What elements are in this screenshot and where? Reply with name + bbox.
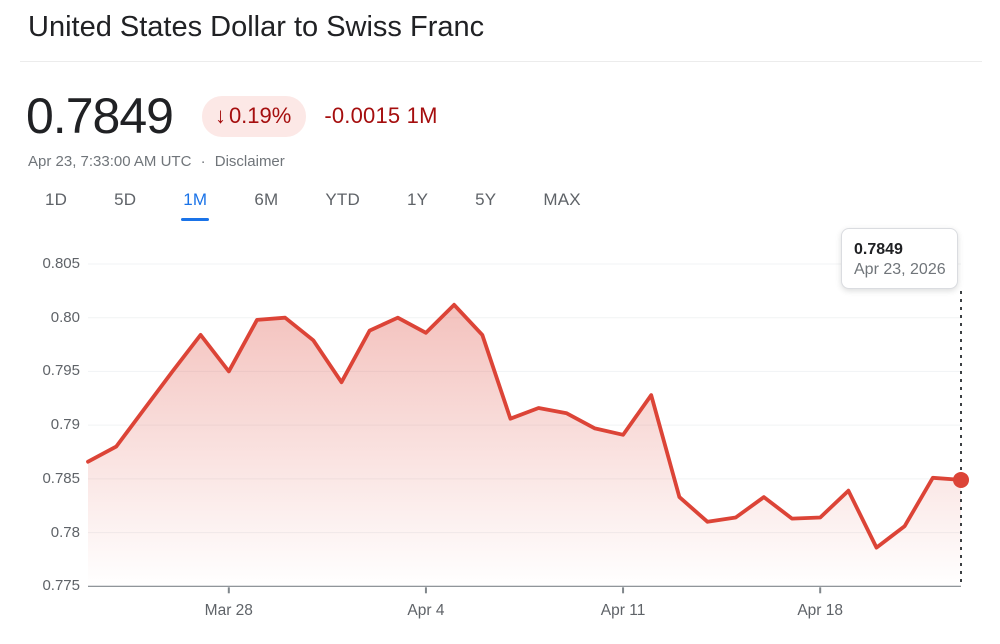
area-fill: [88, 304, 961, 587]
tab-1d[interactable]: 1D: [45, 190, 67, 221]
range-tabs: 1D 5D 1M 6M YTD 1Y 5Y MAX: [45, 190, 581, 221]
arrow-down-icon: ↓: [214, 102, 226, 128]
header-divider: [20, 61, 982, 62]
y-axis-label: 0.80: [50, 308, 80, 326]
tab-max[interactable]: MAX: [543, 190, 580, 221]
quote-summary: 0.7849 ↓ 0.19% -0.0015 1M: [26, 88, 438, 144]
change-value: -0.0015 1M: [324, 103, 437, 129]
change-percent: 0.19%: [228, 102, 292, 128]
x-axis-label: Mar 28: [204, 602, 253, 620]
page-title: United States Dollar to Swiss Franc: [28, 11, 485, 43]
tooltip-date: Apr 23, 2026: [854, 261, 946, 278]
tab-5d[interactable]: 5D: [114, 190, 136, 221]
dot-separator: ·: [200, 153, 206, 170]
timestamp-text: Apr 23, 7:33:00 AM UTC: [28, 153, 192, 170]
tab-5y[interactable]: 5Y: [475, 190, 496, 221]
y-axis-label: 0.78: [50, 523, 80, 541]
tooltip-price: 0.7849: [854, 241, 903, 258]
x-axis-label: Apr 4: [407, 602, 445, 620]
price-chart[interactable]: 0.805 0.80 0.795 0.79 0.785 0.78 0.775 Mar 28 Ap…: [0, 230, 1000, 644]
price-line: [86, 302, 963, 550]
y-axis-label: 0.775: [42, 577, 80, 595]
tab-6m[interactable]: 6M: [254, 190, 278, 221]
chart-tooltip: 0.7849 Apr 23, 2026: [841, 228, 958, 289]
current-price: 0.7849: [26, 88, 174, 144]
change-percent-badge: ↓ 0.19%: [201, 95, 307, 137]
disclaimer-link[interactable]: Disclaimer: [214, 153, 285, 170]
change-period: 1M: [406, 103, 438, 128]
change-amount: -0.0015: [324, 103, 401, 128]
last-point-dot: [953, 471, 969, 488]
tab-1y[interactable]: 1Y: [407, 190, 428, 221]
quote-timestamp: Apr 23, 7:33:00 AM UTC · Disclaimer: [28, 153, 285, 170]
y-axis-label: 0.805: [42, 255, 80, 272]
y-axis-label: 0.79: [50, 416, 80, 434]
x-axis-label: Apr 11: [600, 602, 646, 620]
tab-ytd[interactable]: YTD: [325, 190, 360, 221]
y-axis-label: 0.785: [42, 469, 80, 487]
chart-canvas: [86, 263, 969, 594]
y-axis-label: 0.795: [42, 362, 80, 380]
tab-1m[interactable]: 1M: [181, 190, 210, 221]
x-axis-label: Apr 18: [797, 602, 844, 620]
